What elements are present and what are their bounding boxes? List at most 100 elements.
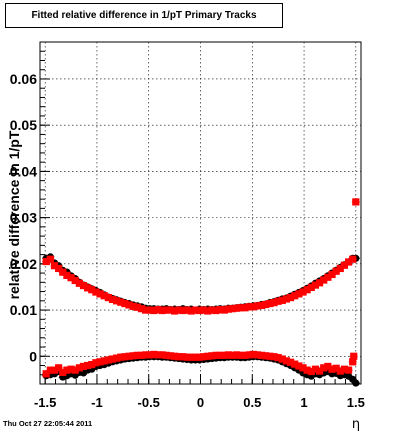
- data-point: [88, 286, 96, 294]
- data-point: [67, 274, 75, 282]
- data-point: [55, 364, 63, 372]
- grid-lines: [40, 42, 361, 384]
- data-point: [113, 297, 121, 305]
- data-point: [307, 283, 315, 292]
- data-point: [216, 351, 224, 359]
- data-point: [121, 299, 129, 308]
- data-point: [50, 366, 59, 374]
- data-point: [340, 261, 349, 269]
- data-point: [311, 281, 320, 289]
- data-point: [183, 353, 191, 361]
- data-point: [266, 299, 274, 308]
- data-point: [100, 357, 108, 365]
- x-tick-label: 1: [300, 395, 307, 410]
- data-point: [220, 351, 228, 359]
- data-point: [324, 362, 332, 371]
- data-point: [237, 351, 245, 359]
- data-point: [224, 305, 233, 313]
- x-tick-label: 0: [197, 395, 204, 410]
- data-point: [336, 264, 344, 273]
- data-point: [88, 360, 96, 369]
- data-point: [75, 364, 83, 372]
- data-point: [42, 370, 50, 378]
- data-point: [291, 292, 299, 300]
- data-point: [257, 351, 266, 359]
- series-red: [42, 198, 360, 378]
- data-point: [46, 366, 54, 374]
- title-box: Fitted relative difference in 1/pT Prima…: [5, 3, 283, 28]
- data-point: [166, 352, 175, 360]
- y-tick-label: 0.02: [10, 256, 37, 272]
- data-point: [233, 304, 241, 312]
- x-tick-label: -1.5: [34, 395, 56, 410]
- data-point: [92, 288, 100, 296]
- data-point: [212, 351, 220, 359]
- data-point: [320, 364, 328, 372]
- x-tick-label: 1.5: [347, 395, 365, 410]
- data-point: [191, 353, 199, 361]
- data-point: [220, 306, 228, 314]
- data-point: [67, 365, 75, 373]
- data-point: [278, 355, 286, 363]
- data-point: [328, 365, 336, 373]
- data-point: [229, 351, 237, 359]
- data-point: [200, 306, 208, 314]
- data-point: [253, 351, 262, 359]
- data-point: [104, 293, 112, 302]
- data-point: [212, 306, 220, 315]
- data-point: [307, 367, 315, 376]
- chart-title: Fitted relative difference in 1/pT Prima…: [31, 10, 257, 21]
- x-tick-label: -1: [91, 395, 103, 410]
- data-point: [208, 352, 216, 360]
- data-point: [286, 358, 295, 366]
- data-point: [125, 352, 133, 360]
- y-axis-label: relative difference in 1/pT: [6, 130, 22, 299]
- data-point: [257, 301, 266, 310]
- y-tick-label: 0.06: [10, 71, 37, 87]
- data-point: [349, 255, 357, 263]
- data-point: [50, 262, 59, 270]
- data-point: [113, 354, 121, 362]
- data-point: [46, 255, 54, 263]
- y-tick-label: 0: [29, 348, 37, 364]
- x-axis-label: η: [352, 417, 360, 432]
- data-point: [162, 306, 170, 314]
- data-point: [344, 366, 353, 374]
- data-point: [142, 306, 150, 314]
- data-point: [92, 359, 100, 367]
- data-point: [129, 302, 137, 310]
- data-point: [311, 365, 320, 373]
- data-point: [195, 306, 204, 315]
- data-point: [183, 306, 191, 314]
- data-point: [96, 290, 104, 298]
- data-point: [175, 353, 183, 361]
- data-point: [63, 366, 71, 374]
- data-point: [129, 352, 137, 360]
- data-point: [336, 367, 344, 375]
- data-point: [117, 298, 125, 306]
- data-point: [208, 306, 216, 314]
- data-point: [171, 307, 179, 315]
- data-point: [108, 355, 117, 363]
- data-point: [154, 351, 162, 359]
- y-tick-label: 0.05: [10, 117, 37, 133]
- data-point: [237, 304, 245, 312]
- data-point: [55, 264, 63, 273]
- data-point: [59, 368, 67, 377]
- data-point: [200, 353, 208, 361]
- data-point: [179, 306, 187, 315]
- data-point: [262, 352, 270, 360]
- data-point: [295, 290, 303, 298]
- data-point: [191, 306, 199, 314]
- data-point: [187, 353, 195, 361]
- data-point: [150, 350, 158, 359]
- data-point: [84, 361, 92, 370]
- data-point: [117, 353, 125, 361]
- data-point: [291, 360, 299, 368]
- plot-frame: [39, 41, 362, 385]
- data-point: [241, 304, 249, 312]
- data-point: [270, 353, 278, 361]
- data-point: [158, 351, 166, 359]
- data-point: [286, 293, 295, 302]
